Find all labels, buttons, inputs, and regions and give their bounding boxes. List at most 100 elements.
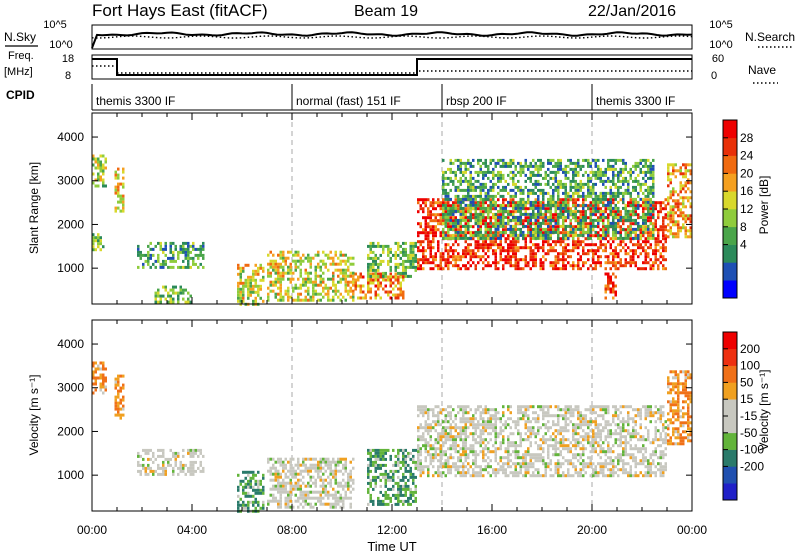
echo-cell: [414, 448, 417, 452]
echo-cell: [257, 485, 260, 489]
echo-cell: [464, 210, 467, 214]
echo-cell: [587, 252, 590, 256]
nsearch-label: N.Search: [745, 30, 795, 44]
echo-cell: [92, 391, 95, 395]
echo-cell: [642, 261, 645, 265]
echo-cell: [524, 255, 527, 259]
echo-cell: [554, 249, 557, 253]
echo-cell: [189, 244, 192, 248]
echo-cell: [514, 222, 517, 226]
echo-cell: [324, 283, 327, 287]
echo-cell: [384, 278, 387, 282]
echo-cell: [404, 268, 407, 272]
echo-cell: [669, 190, 672, 194]
echo-cell: [287, 292, 290, 296]
echo-cell: [497, 221, 500, 225]
echo-cell: [639, 231, 642, 235]
echo-cell: [464, 224, 467, 228]
echo-cell: [587, 185, 590, 189]
echo-cell: [402, 293, 405, 297]
echo-cell: [447, 255, 450, 259]
echo-cell: [469, 206, 472, 210]
echo-cell: [192, 448, 195, 452]
echo-cell: [437, 420, 440, 424]
echo-cell: [632, 258, 635, 262]
echo-cell: [642, 227, 645, 231]
echo-cell: [312, 505, 315, 509]
echo-cell: [239, 299, 242, 303]
echo-cell: [187, 265, 190, 269]
nave-label: Nave: [748, 63, 776, 77]
echo-cell: [272, 280, 275, 284]
echo-cell: [439, 261, 442, 265]
echo-cell: [439, 255, 442, 259]
echo-cell: [164, 466, 167, 470]
echo-cell: [542, 176, 545, 180]
echo-cell: [664, 258, 667, 262]
echo-cell: [639, 228, 642, 232]
echo-cell: [599, 167, 602, 171]
echo-cell: [162, 451, 165, 455]
echo-cell: [617, 200, 620, 204]
echo-cell: [277, 460, 280, 464]
echo-cell: [579, 243, 582, 247]
echo-cell: [472, 225, 475, 229]
echo-cell: [619, 179, 622, 183]
echo-cell: [487, 204, 490, 208]
echo-cell: [452, 408, 455, 412]
echo-cell: [427, 411, 430, 415]
echo-cell: [442, 252, 445, 256]
echo-cell: [459, 258, 462, 262]
echo-cell: [287, 493, 290, 497]
echo-cell: [487, 249, 490, 253]
echo-cell: [199, 451, 202, 455]
echo-cell: [477, 203, 480, 207]
echo-cell: [94, 376, 97, 380]
echo-cell: [179, 463, 182, 467]
echo-cell: [544, 191, 547, 195]
echo-cell: [614, 246, 617, 250]
echo-cell: [629, 176, 632, 180]
echo-cell: [434, 423, 437, 427]
echo-cell: [554, 179, 557, 183]
echo-cell: [674, 232, 677, 236]
echo-cell: [292, 487, 295, 491]
echo-cell: [664, 234, 667, 238]
echo-cell: [627, 170, 630, 174]
echo-cell: [422, 444, 425, 448]
echo-cell: [419, 408, 422, 412]
echo-cell: [604, 267, 607, 271]
echo-cell: [457, 230, 460, 234]
echo-cell: [607, 255, 610, 259]
echo-cell: [104, 184, 107, 188]
echo-cell: [444, 233, 447, 237]
echo-cell: [274, 478, 277, 482]
echo-cell: [552, 213, 555, 217]
echo-cell: [434, 471, 437, 475]
echo-cell: [444, 261, 447, 265]
echo-cell: [199, 250, 202, 254]
echo-cell: [492, 236, 495, 240]
echo-cell: [624, 209, 627, 213]
echo-cell: [349, 256, 352, 260]
echo-cell: [609, 237, 612, 241]
echo-cell: [182, 250, 185, 254]
echo-cell: [92, 233, 95, 237]
echo-cell: [187, 253, 190, 257]
echo-cell: [252, 485, 255, 489]
echo-cell: [562, 261, 565, 265]
echo-cell: [384, 490, 387, 494]
echo-cell: [562, 191, 565, 195]
echo-cell: [452, 258, 455, 262]
echo-cell: [312, 295, 315, 299]
echo-cell: [552, 227, 555, 231]
echo-cell: [532, 158, 535, 162]
echo-cell: [262, 278, 265, 282]
echo-cell: [329, 463, 332, 467]
echo-cell: [497, 185, 500, 189]
echo-cell: [202, 253, 205, 257]
station-title: Fort Hays East (fitACF): [92, 1, 268, 20]
echo-cell: [417, 222, 420, 226]
echo-cell: [609, 197, 612, 201]
echo-cell: [149, 256, 152, 260]
